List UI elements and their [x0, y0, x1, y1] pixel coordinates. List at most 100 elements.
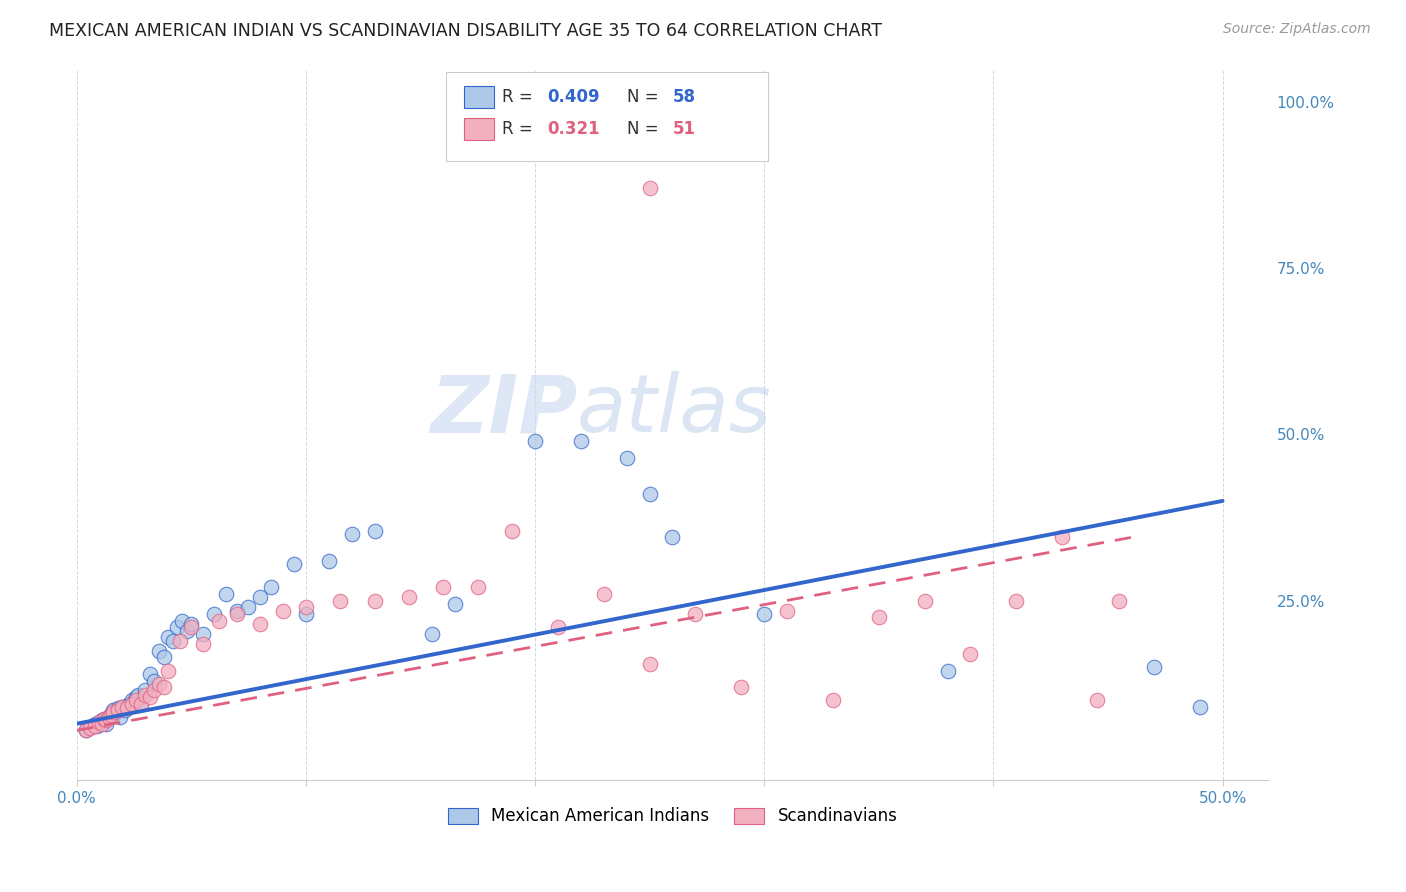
Scandinavians: [226, 607, 249, 621]
Scandinavians: [638, 181, 661, 195]
Text: MEXICAN AMERICAN INDIAN VS SCANDINAVIAN DISABILITY AGE 35 TO 64 CORRELATION CHAR: MEXICAN AMERICAN INDIAN VS SCANDINAVIAN …: [49, 22, 882, 40]
Scandinavians: [730, 680, 752, 694]
Mexican American Indians: [127, 688, 149, 702]
Scandinavians: [685, 607, 707, 621]
Scandinavians: [592, 587, 614, 601]
Scandinavians: [97, 710, 120, 724]
Mexican American Indians: [86, 719, 108, 733]
Scandinavians: [139, 690, 162, 705]
Scandinavians: [100, 708, 122, 723]
Scandinavians: [143, 683, 166, 698]
Scandinavians: [914, 593, 936, 607]
Scandinavians: [271, 604, 294, 618]
Scandinavians: [432, 581, 454, 595]
Text: Source: ZipAtlas.com: Source: ZipAtlas.com: [1223, 22, 1371, 37]
Scandinavians: [83, 719, 105, 733]
Mexican American Indians: [118, 697, 141, 711]
Mexican American Indians: [176, 624, 198, 638]
Mexican American Indians: [170, 614, 193, 628]
Mexican American Indians: [569, 434, 592, 448]
Scandinavians: [821, 693, 844, 707]
Scandinavians: [191, 637, 214, 651]
Mexican American Indians: [143, 673, 166, 688]
Scandinavians: [89, 714, 111, 729]
Mexican American Indians: [114, 703, 136, 717]
Mexican American Indians: [661, 531, 683, 545]
Mexican American Indians: [115, 698, 138, 713]
Scandinavians: [152, 680, 174, 694]
Mexican American Indians: [180, 617, 202, 632]
Scandinavians: [1050, 531, 1073, 545]
Text: 0.321: 0.321: [547, 120, 600, 137]
Scandinavians: [157, 664, 180, 678]
Scandinavians: [1108, 593, 1130, 607]
Text: R =: R =: [502, 87, 538, 106]
Scandinavians: [363, 593, 385, 607]
Scandinavians: [329, 593, 352, 607]
Scandinavians: [75, 723, 97, 738]
Mexican American Indians: [125, 690, 148, 705]
Scandinavians: [125, 693, 148, 707]
Mexican American Indians: [1188, 700, 1211, 714]
Mexican American Indians: [97, 710, 120, 724]
Mexican American Indians: [260, 581, 283, 595]
Mexican American Indians: [191, 627, 214, 641]
Mexican American Indians: [93, 712, 115, 726]
Mexican American Indians: [75, 723, 97, 738]
Scandinavians: [868, 610, 890, 624]
Mexican American Indians: [340, 527, 363, 541]
Text: 51: 51: [672, 120, 696, 137]
Scandinavians: [959, 647, 981, 661]
Mexican American Indians: [121, 693, 143, 707]
Legend: Mexican American Indians, Scandinavians: Mexican American Indians, Scandinavians: [447, 807, 897, 825]
Mexican American Indians: [96, 716, 118, 731]
Mexican American Indians: [226, 604, 249, 618]
Mexican American Indians: [89, 714, 111, 729]
Text: R =: R =: [502, 120, 538, 137]
Scandinavians: [467, 581, 489, 595]
Mexican American Indians: [238, 600, 260, 615]
Scandinavians: [547, 620, 569, 634]
Mexican American Indians: [249, 591, 271, 605]
Scandinavians: [79, 722, 101, 736]
Mexican American Indians: [202, 607, 225, 621]
Scandinavians: [148, 677, 170, 691]
FancyBboxPatch shape: [464, 119, 494, 140]
Mexican American Indians: [100, 706, 122, 721]
Mexican American Indians: [214, 587, 236, 601]
Mexican American Indians: [754, 607, 776, 621]
Scandinavians: [103, 706, 125, 720]
Text: 0.409: 0.409: [547, 87, 600, 106]
Text: N =: N =: [627, 87, 664, 106]
Mexican American Indians: [443, 597, 465, 611]
Mexican American Indians: [139, 666, 162, 681]
Mexican American Indians: [108, 710, 131, 724]
Scandinavians: [169, 633, 191, 648]
Mexican American Indians: [79, 720, 101, 734]
Mexican American Indians: [129, 697, 152, 711]
Scandinavians: [294, 600, 316, 615]
Scandinavians: [638, 657, 661, 671]
Scandinavians: [134, 688, 156, 702]
Mexican American Indians: [638, 487, 661, 501]
Mexican American Indians: [103, 703, 125, 717]
Text: 58: 58: [672, 87, 696, 106]
Scandinavians: [180, 620, 202, 634]
Text: N =: N =: [627, 120, 664, 137]
Scandinavians: [776, 604, 799, 618]
Scandinavians: [398, 591, 420, 605]
FancyBboxPatch shape: [464, 87, 494, 108]
Mexican American Indians: [936, 664, 959, 678]
Scandinavians: [90, 716, 112, 731]
Scandinavians: [107, 703, 129, 717]
Mexican American Indians: [294, 607, 316, 621]
Mexican American Indians: [104, 706, 127, 720]
Scandinavians: [208, 614, 231, 628]
Mexican American Indians: [157, 630, 180, 644]
Mexican American Indians: [420, 627, 443, 641]
Scandinavians: [93, 712, 115, 726]
Mexican American Indians: [134, 683, 156, 698]
Mexican American Indians: [83, 716, 105, 731]
Mexican American Indians: [103, 708, 125, 723]
Scandinavians: [115, 701, 138, 715]
